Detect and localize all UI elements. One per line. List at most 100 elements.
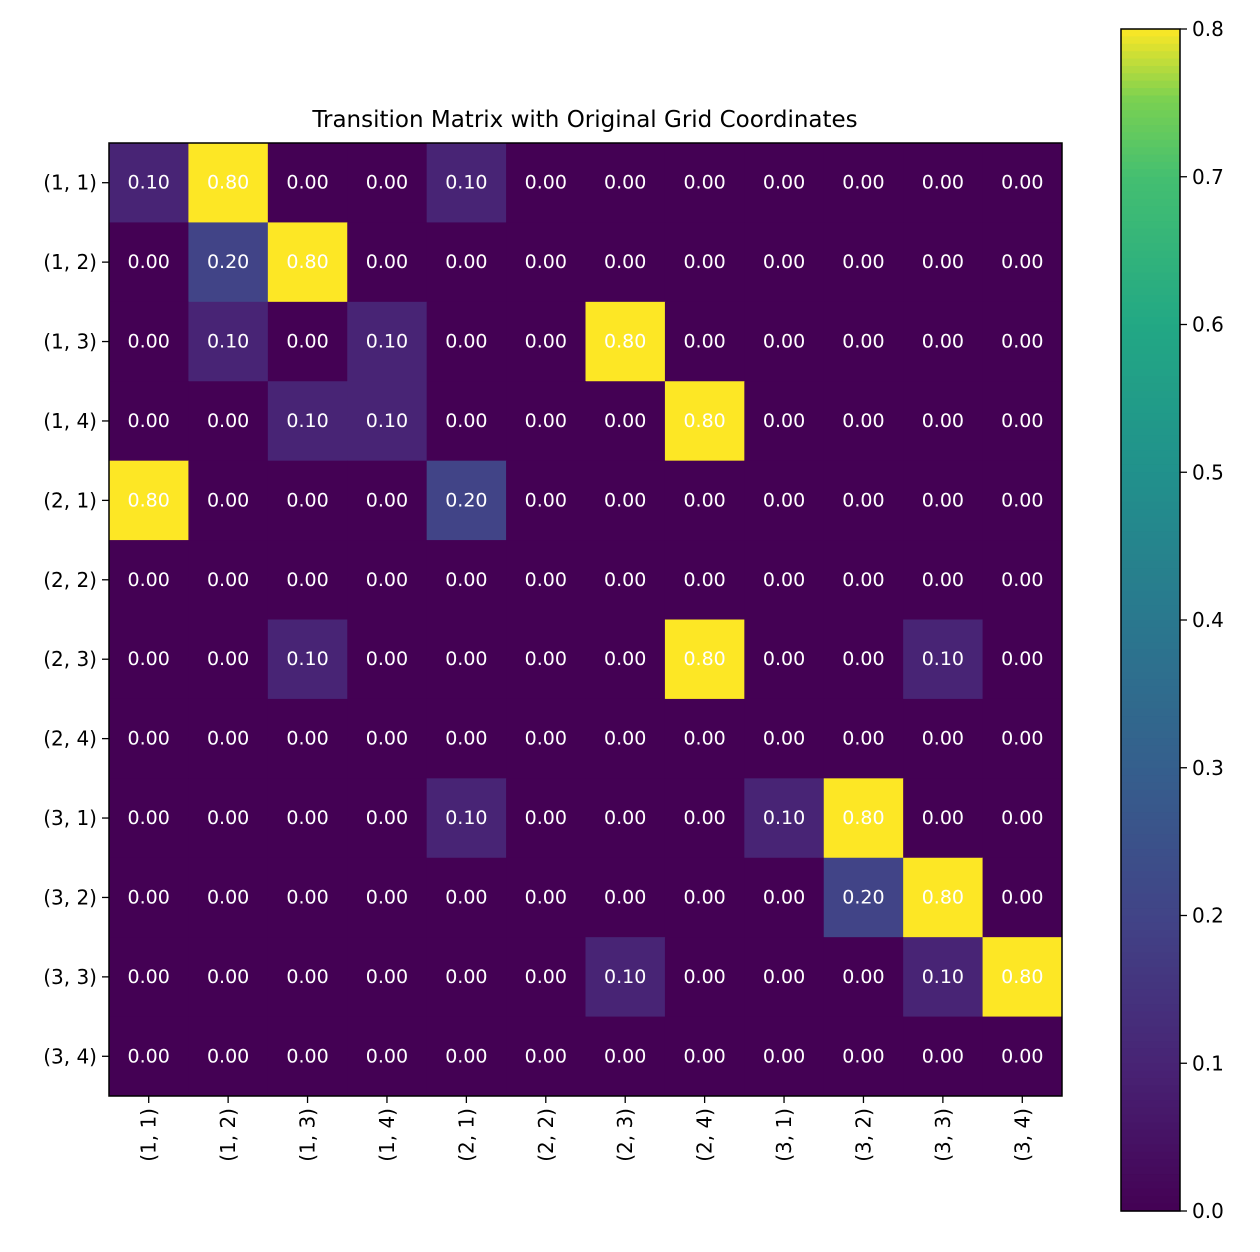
colorbar-segment: [1121, 1114, 1180, 1123]
x-tick-label: (1, 2): [216, 1108, 240, 1162]
cell-value-label: 0.00: [366, 966, 408, 988]
colorbar-segment: [1121, 531, 1180, 540]
colorbar-segment: [1121, 708, 1180, 717]
colorbar-segment: [1121, 221, 1180, 230]
cell-value-label: 0.00: [128, 807, 170, 829]
colorbar-segment: [1121, 243, 1180, 252]
cell-value-label: 0.80: [683, 648, 725, 670]
cell-value-label: 0.00: [286, 728, 328, 750]
colorbar-segment: [1121, 752, 1180, 761]
colorbar-segment: [1121, 701, 1180, 710]
colorbar-segment: [1121, 937, 1180, 946]
heatmap-cell: [426, 301, 507, 382]
x-tick-label: (3, 2): [851, 1108, 875, 1162]
heatmap-cell: [109, 460, 189, 541]
heatmap-cell: [506, 698, 586, 779]
heatmap-cell: [347, 698, 428, 779]
cell-value-label: 0.10: [922, 966, 964, 988]
heatmap-cell: [347, 222, 428, 303]
cell-value-label: 0.00: [445, 728, 487, 750]
heatmap-cell: [188, 698, 269, 779]
heatmap-cell: [347, 143, 428, 223]
heatmap-cell: [506, 460, 586, 541]
colorbar-segment: [1121, 1078, 1180, 1087]
x-tick-label: (2, 4): [693, 1108, 717, 1162]
cell-value-label: 0.10: [286, 648, 328, 670]
colorbar-segment: [1121, 464, 1180, 473]
cell-value-label: 0.00: [683, 886, 725, 908]
colorbar-segment: [1121, 959, 1180, 968]
cell-value-label: 0.00: [366, 886, 408, 908]
heatmap-cell: [506, 937, 586, 1018]
cell-value-label: 0.00: [604, 648, 646, 670]
cell-value-label: 0.00: [525, 172, 567, 194]
cell-value-label: 0.00: [1001, 648, 1043, 670]
heatmap-cell: [823, 143, 904, 223]
cell-value-label: 0.00: [366, 172, 408, 194]
colorbar-segment: [1121, 1144, 1180, 1153]
heatmap-cell: [347, 619, 428, 700]
y-tick-label: (3, 2): [43, 885, 97, 909]
cell-value-label: 0.00: [366, 1045, 408, 1067]
cell-value-label: 0.00: [842, 331, 884, 353]
colorbar-tick-label: 0.3: [1192, 756, 1224, 780]
heatmap-cell: [903, 698, 984, 779]
x-tick-label: (3, 4): [1010, 1108, 1034, 1162]
heatmap-cell: [585, 222, 666, 303]
colorbar-segment: [1121, 1137, 1180, 1146]
heatmap-cell: [188, 778, 269, 859]
heatmap-cell: [188, 460, 269, 541]
colorbar-segment: [1121, 472, 1180, 481]
heatmap-cell: [426, 698, 507, 779]
heatmap-cell: [267, 460, 348, 541]
colorbar-segment: [1121, 435, 1180, 444]
cell-value-label: 0.00: [604, 1045, 646, 1067]
colorbar-segment: [1121, 945, 1180, 954]
colorbar-tick-label: 0.0: [1192, 1199, 1224, 1223]
colorbar-segment: [1121, 841, 1180, 850]
colorbar-segment: [1121, 523, 1180, 532]
x-tick-label: (2, 3): [613, 1108, 637, 1162]
heatmap-cell: [982, 540, 1063, 620]
cell-value-label: 0.10: [763, 807, 805, 829]
cell-value-label: 0.00: [1001, 172, 1043, 194]
colorbar-segment: [1121, 272, 1180, 281]
cell-value-label: 0.10: [445, 172, 487, 194]
cell-value-label: 0.00: [445, 648, 487, 670]
cell-value-label: 0.00: [683, 172, 725, 194]
colorbar-segment: [1121, 871, 1180, 880]
heatmap-cell: [823, 222, 904, 303]
heatmap-cell: [347, 301, 428, 382]
cell-value-label: 0.00: [366, 569, 408, 591]
cell-value-label: 0.00: [128, 331, 170, 353]
colorbar-segment: [1121, 597, 1180, 606]
heatmap-cell: [823, 937, 904, 1018]
cell-value-label: 0.00: [207, 410, 249, 432]
colorbar-segment: [1121, 612, 1180, 621]
colorbar-segment: [1121, 487, 1180, 496]
colorbar-segment: [1121, 1085, 1180, 1094]
heatmap-cell: [347, 460, 428, 541]
y-tick-label: (2, 1): [43, 488, 97, 512]
heatmap-cell: [109, 857, 189, 938]
colorbar-segment: [1121, 198, 1180, 207]
cell-value-label: 0.00: [604, 569, 646, 591]
colorbar-segment: [1121, 125, 1180, 134]
heatmap-cell: [903, 301, 984, 382]
heatmap-cell: [109, 381, 189, 462]
cell-value-label: 0.00: [286, 569, 328, 591]
colorbar-segment: [1121, 501, 1180, 510]
colorbar-segment: [1121, 147, 1180, 156]
heatmap-cell: [664, 460, 745, 541]
heatmap-cell: [347, 857, 428, 938]
colorbar-segment: [1121, 169, 1180, 178]
colorbar-tick-label: 0.4: [1192, 608, 1224, 632]
y-tick-label: (3, 3): [43, 965, 97, 989]
heatmap-cell: [426, 143, 507, 223]
cell-value-label: 0.00: [445, 569, 487, 591]
heatmap-cell: [982, 698, 1063, 779]
heatmap-cell: [823, 619, 904, 700]
heatmap-cell: [823, 778, 904, 859]
heatmap-cell: [506, 381, 586, 462]
heatmap-cell: [347, 381, 428, 462]
